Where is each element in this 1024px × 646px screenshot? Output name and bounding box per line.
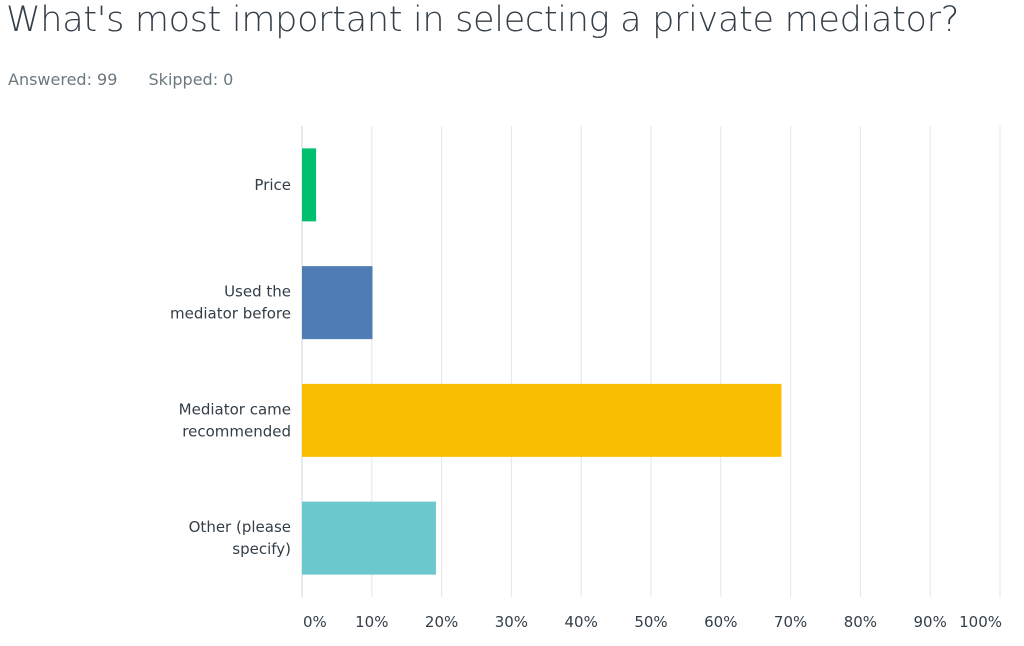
x-tick-label: 70% [774,613,807,631]
response-stats: Answered: 99 Skipped: 0 [8,70,259,89]
x-tick-label: 10% [355,613,388,631]
category-label: specify) [232,540,291,558]
x-tick-label: 50% [634,613,667,631]
x-tick-label: 60% [704,613,737,631]
category-label: mediator before [170,305,291,323]
answered-count: Answered: 99 [8,70,118,89]
x-tick-label: 0% [303,613,327,631]
x-tick-label: 30% [495,613,528,631]
x-tick-label: 100% [959,613,1002,631]
x-tick-label: 80% [844,613,877,631]
x-tick-label: 40% [565,613,598,631]
skipped-count: Skipped: 0 [148,70,234,89]
x-tick-label: 90% [914,613,947,631]
category-label: recommended [182,422,291,440]
category-label: Used the [224,283,291,301]
bar [302,383,782,457]
question-title: What's most important in selecting a pri… [6,0,959,40]
x-tick-label: 20% [425,613,458,631]
category-label: Mediator came [179,400,291,418]
bar [302,501,436,575]
category-label: Price [254,176,291,194]
bar [302,266,373,340]
bar [302,148,317,222]
category-label: Other (please [189,518,291,536]
